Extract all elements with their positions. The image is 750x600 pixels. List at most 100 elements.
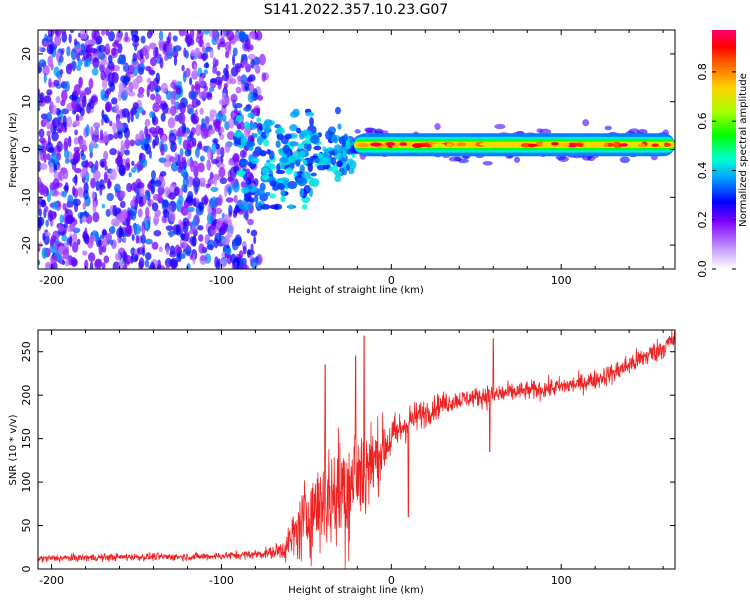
spectrogram-cell [85,124,90,137]
spectrogram-cell [448,156,461,162]
spectrogram-cell [173,45,182,52]
spectrogram-cell [107,72,115,84]
spectrogram-cell [46,44,54,55]
spectrogram-cell [297,143,304,150]
spectrogram-cell [124,254,132,265]
spectrogram-ridge-peak [663,142,671,147]
spectrogram-cell [167,117,176,129]
snr-x-tick-label: -100 [209,574,234,587]
spectrogram-cell [130,211,137,221]
spectrogram-cell [180,168,188,178]
spectrogram-cell [58,171,63,180]
spectrogram-cell [235,86,242,94]
spectrogram-cell [145,238,153,245]
spectrogram-cell [38,216,42,229]
spectrogram-cell [166,43,173,55]
spectrogram-cell [85,159,89,169]
spectrogram-cell [118,82,126,93]
spectrogram-cell [250,229,258,237]
spectrogram-cell [43,151,47,164]
spectrogram-cell [209,172,214,180]
spectrogram-cell [150,93,156,101]
spectrogram-cell [207,203,212,216]
spectrogram-cell [230,93,238,103]
spectrogram-ridge-peak [470,143,476,148]
spectrogram-cell [45,112,53,123]
snr-y-tick-label: 200 [20,385,33,406]
spectrogram-cell [217,42,221,51]
spectrogram-cell [200,127,209,140]
spectrogram-cell [128,81,134,93]
spectrogram-cell [219,177,227,185]
spectrogram-cell [257,95,264,101]
spectrogram-cell [61,31,68,43]
spectrogram-cell [115,122,124,131]
spectrogram-cell [38,259,41,266]
spectrogram-cell [108,30,115,42]
spectrogram-cell [158,30,164,41]
spectrogram-cell [148,80,155,93]
spectrogram-cell [194,47,199,59]
spectrogram-x-tick-label: -100 [209,274,234,287]
spectrogram-cell [137,63,146,73]
spectrogram-cell [269,193,276,199]
spectrogram-cell [232,180,240,193]
spectrogram-cell [197,30,202,34]
spectrogram-cell [114,104,120,114]
spectrogram-cell [77,58,83,67]
spectrogram-ridge-peak [651,143,659,147]
spectrogram-cell [185,220,191,227]
spectrogram-cell [79,139,87,150]
spectrogram-cell [81,215,87,223]
spectrogram-cell [130,183,138,191]
spectrogram-cell [50,254,58,266]
colorbar-label: Normalized spectral amplitude [738,73,749,227]
spectrogram-cell [137,247,141,255]
spectrogram-cell [63,137,70,147]
spectrogram-ridge-peak [385,142,396,146]
spectrogram-cell [628,128,640,135]
spectrogram-cell [80,43,86,53]
spectrogram-cell [97,52,106,60]
spectrogram-cell [208,86,215,93]
spectrogram-cell [185,196,193,203]
spectrogram-cell [173,55,178,66]
spectrogram-cell [204,118,210,126]
spectrogram-cell [72,120,79,127]
spectrogram-cell [225,197,234,203]
spectrogram-ridge-peak [637,143,646,148]
spectrogram-cell [214,76,223,86]
spectrogram-cell [287,180,298,190]
spectrogram-cell [619,156,630,164]
spectrogram-cell [246,76,253,82]
spectrogram-cell [52,125,58,132]
snr-y-tick-label: 0 [20,566,33,573]
colorbar-tick-label: 0.0 [696,260,709,278]
spectrogram-cell [48,162,55,174]
spectrogram-cell [243,106,252,112]
spectrogram-y-tick-label: 20 [20,47,33,61]
spectrogram-cell [62,115,67,128]
spectrogram-cell [265,125,270,134]
spectrogram-cell [216,70,221,76]
spectrogram-cell [93,170,101,181]
spectrogram-cell [140,35,146,44]
spectrogram-cell [73,137,79,145]
spectrogram-cell [276,163,281,172]
spectrogram-cell [53,189,59,196]
spectrogram-cell [80,149,84,157]
spectrogram-cell [250,257,259,269]
spectrogram-cell [201,118,205,125]
spectrogram-cell [151,202,159,212]
spectrogram-cell [208,128,216,135]
spectrogram-cell [133,44,138,52]
spectrogram-ridge-peak [479,142,490,146]
spectrogram-cell [38,65,42,74]
spectrogram-cell [72,185,76,196]
spectrogram-cell [73,38,78,46]
spectrogram-cell [330,157,337,166]
spectrogram-cell [150,178,156,185]
spectrogram-cell [212,30,216,40]
spectrogram-cell [260,203,271,210]
spectrogram-cell [242,202,251,212]
